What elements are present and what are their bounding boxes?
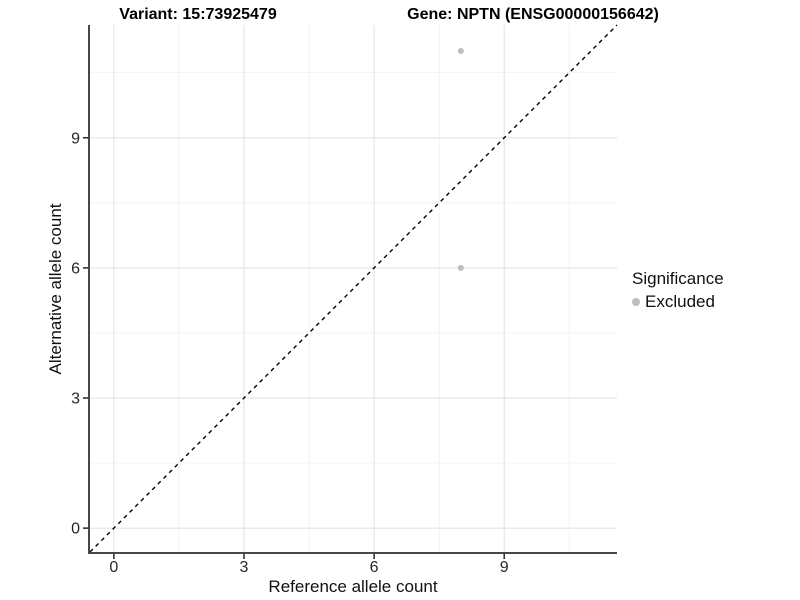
legend-title: Significance <box>632 269 724 288</box>
x-axis-title: Reference allele count <box>268 577 438 596</box>
data-point <box>457 48 464 55</box>
y-axis-title: Alternative allele count <box>46 203 65 375</box>
x-tick-label: 9 <box>500 559 509 576</box>
plot-title-gene: Gene: NPTN (ENSG00000156642) <box>407 6 659 23</box>
y-tick-label: 9 <box>71 130 80 147</box>
legend-item-excluded: Excluded <box>632 292 724 312</box>
identity-dashed-line <box>89 24 618 553</box>
y-tick-label: 6 <box>71 260 80 277</box>
plot-title-variant: Variant: 15:73925479 <box>119 6 277 23</box>
x-tick-label: 6 <box>370 559 379 576</box>
legend-item-label: Excluded <box>645 292 715 311</box>
x-tick-label: 3 <box>240 559 249 576</box>
data-point <box>457 264 464 271</box>
legend: Significance Excluded <box>632 269 724 312</box>
y-tick-label: 3 <box>71 391 80 408</box>
x-tick-label: 0 <box>109 559 118 576</box>
y-tick-label: 0 <box>71 521 80 538</box>
legend-point-icon <box>632 298 640 306</box>
